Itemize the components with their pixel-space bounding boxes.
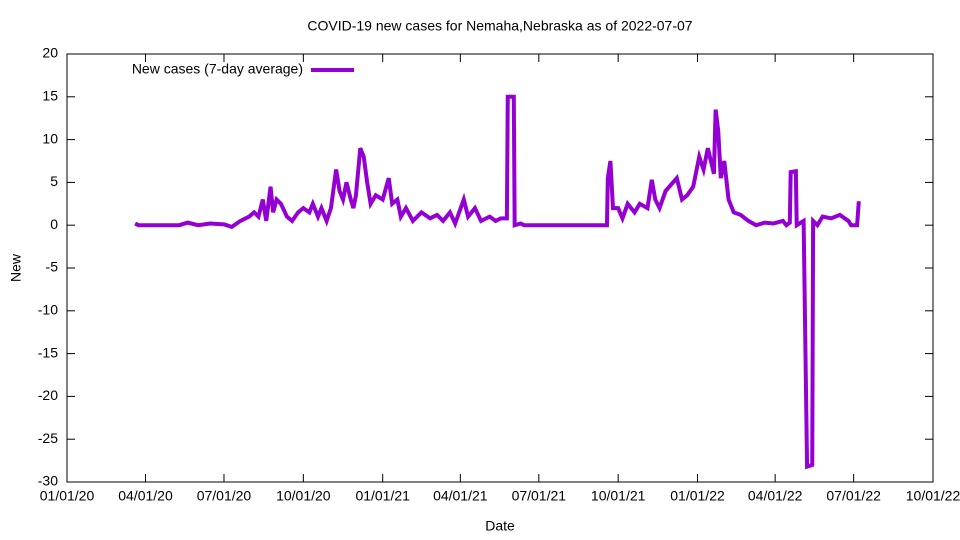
y-tick-label: -25 [38, 430, 58, 446]
y-tick-label: -10 [38, 302, 58, 318]
x-tick-label: 04/01/20 [118, 488, 173, 504]
x-tick-label: 07/01/21 [512, 488, 567, 504]
x-tick-label: 01/01/22 [670, 488, 725, 504]
y-axis-label: New [8, 253, 24, 282]
x-tick-label: 07/01/20 [197, 488, 252, 504]
x-tick-label: 10/01/22 [906, 488, 960, 504]
y-tick-label: 0 [50, 216, 58, 232]
y-tick-label: -15 [38, 344, 58, 360]
y-tick-label: -30 [38, 473, 58, 489]
y-tick-label: 15 [42, 88, 58, 104]
y-tick-label: -20 [38, 387, 58, 403]
x-axis-label: Date [485, 518, 515, 534]
chart-title: COVID-19 new cases for Nemaha,Nebraska a… [307, 18, 692, 34]
x-tick-label: 07/01/22 [826, 488, 881, 504]
y-tick-label: 5 [50, 173, 58, 189]
x-tick-label: 04/01/22 [748, 488, 803, 504]
y-tick-label: -5 [46, 259, 59, 275]
data-line [134, 94, 861, 470]
x-tick-label: 10/01/20 [276, 488, 331, 504]
x-tick-label: 04/01/21 [433, 488, 488, 504]
x-tick-label: 10/01/21 [591, 488, 646, 504]
x-tick-label: 01/01/20 [40, 488, 95, 504]
y-tick-label: 20 [42, 45, 58, 61]
y-tick-label: 10 [42, 130, 58, 146]
legend-label: New cases (7-day average) [132, 61, 303, 77]
x-tick-label: 01/01/21 [355, 488, 410, 504]
